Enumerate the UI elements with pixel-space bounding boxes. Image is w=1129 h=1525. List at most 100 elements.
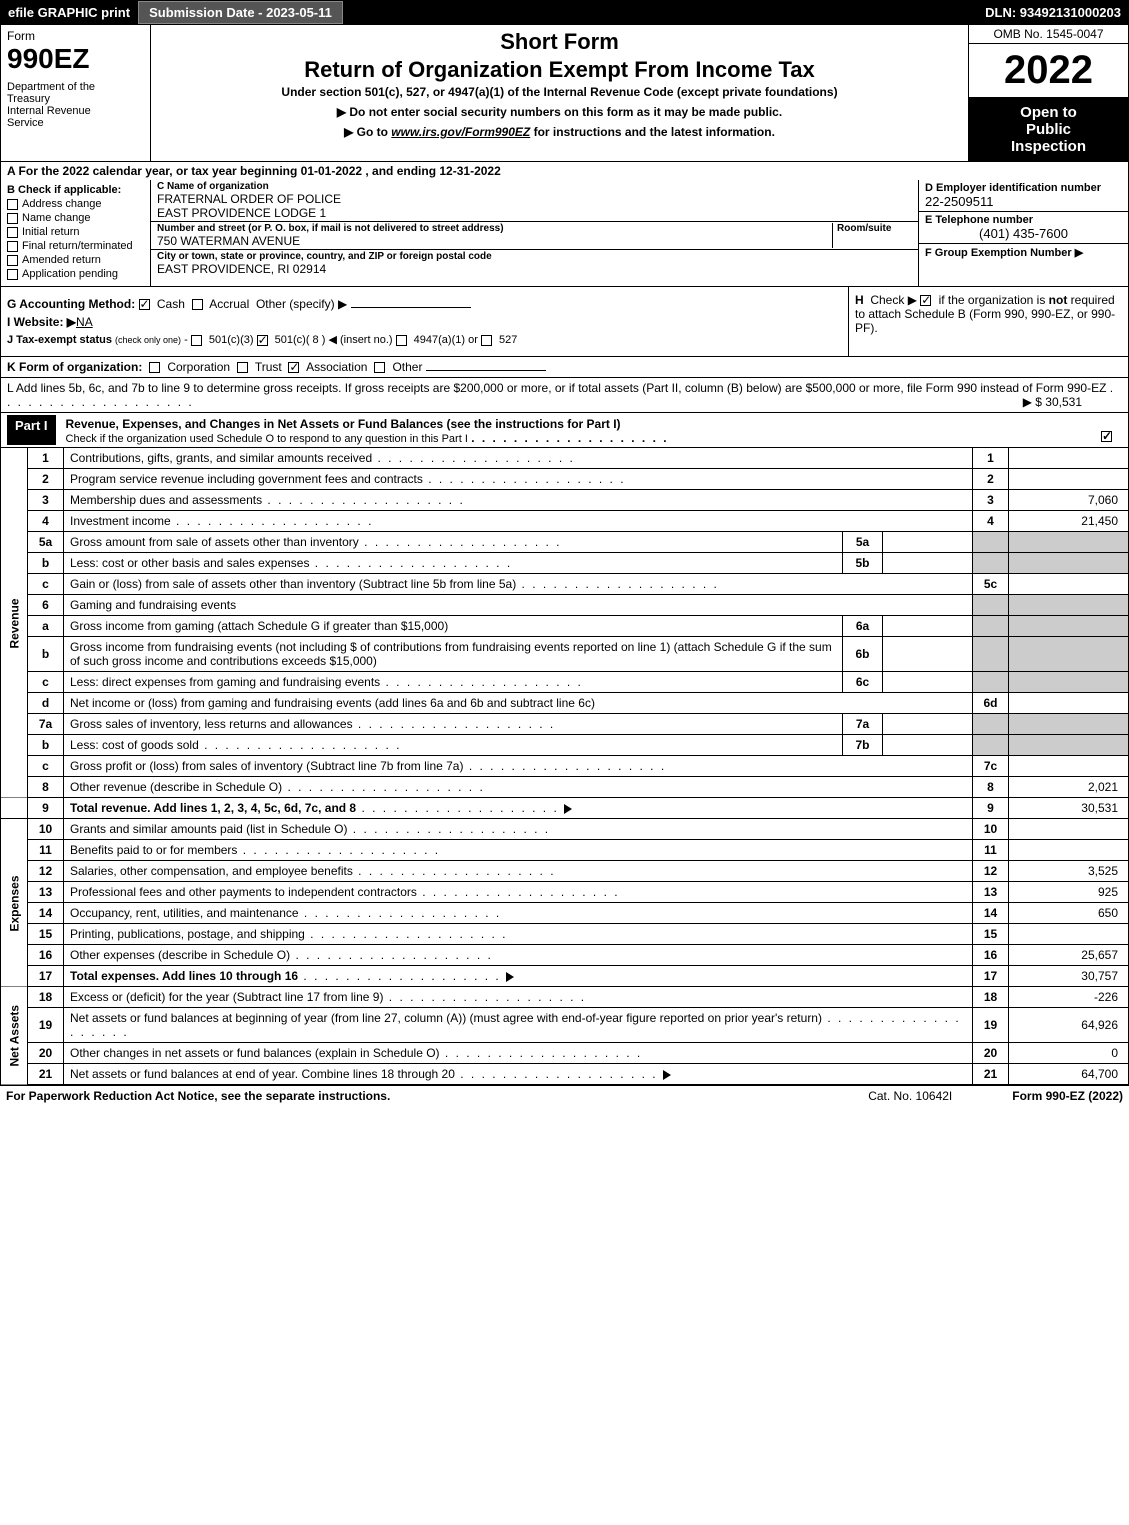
no-ssn-line: ▶ Do not enter social security numbers o… [157, 105, 962, 119]
header-right: OMB No. 1545-0047 2022 Open toPublicInsp… [968, 25, 1128, 161]
table-row: c Gain or (loss) from sale of assets oth… [1, 574, 1129, 595]
header-left: Form 990EZ Department of theTreasuryInte… [1, 25, 151, 161]
chk-address-change[interactable]: Address change [7, 198, 144, 210]
part1-title: Revenue, Expenses, and Changes in Net As… [66, 415, 1122, 445]
checkbox-association[interactable] [288, 362, 299, 373]
table-row: 9 Total revenue. Add lines 1, 2, 3, 4, 5… [1, 798, 1129, 819]
line-i: I Website: ▶NA [7, 315, 842, 329]
table-row: Revenue 1 Contributions, gifts, grants, … [1, 448, 1129, 469]
checkbox-icon[interactable] [7, 199, 18, 210]
table-row: c Gross profit or (loss) from sales of i… [1, 756, 1129, 777]
irs-link[interactable]: www.irs.gov/Form990EZ [391, 125, 530, 139]
goto-line: ▶ Go to www.irs.gov/Form990EZ for instru… [157, 125, 962, 139]
room-label: Room/suite [837, 223, 912, 234]
catalog-number: Cat. No. 10642I [868, 1089, 952, 1103]
checkbox-trust[interactable] [237, 362, 248, 373]
checkbox-501c[interactable] [257, 335, 268, 346]
city-label: City or town, state or province, country… [157, 251, 912, 262]
table-row: a Gross income from gaming (attach Sched… [1, 616, 1129, 637]
part1-label: Part I [7, 415, 56, 445]
other-specify-field[interactable] [351, 307, 471, 308]
revenue-side-label: Revenue [1, 448, 28, 798]
paperwork-notice: For Paperwork Reduction Act Notice, see … [6, 1089, 390, 1103]
section-bcdef: B Check if applicable: Address change Na… [0, 180, 1129, 287]
street-label: Number and street (or P. O. box, if mail… [157, 223, 832, 234]
phone-label: E Telephone number [925, 214, 1122, 226]
return-title: Return of Organization Exempt From Incom… [157, 57, 962, 83]
checkbox-icon[interactable] [7, 213, 18, 224]
net-assets-side-label: Net Assets [1, 987, 28, 1085]
table-row: Net Assets 18 Excess or (deficit) for th… [1, 987, 1129, 1008]
chk-final-return[interactable]: Final return/terminated [7, 240, 144, 252]
checkbox-501c3[interactable] [191, 335, 202, 346]
table-row: 7a Gross sales of inventory, less return… [1, 714, 1129, 735]
table-row: b Gross income from fundraising events (… [1, 637, 1129, 672]
form-reference: Form 990-EZ (2022) [1012, 1089, 1123, 1103]
checkbox-icon[interactable] [7, 269, 18, 280]
checkbox-icon[interactable] [7, 227, 18, 238]
table-row: c Less: direct expenses from gaming and … [1, 672, 1129, 693]
street-address: 750 WATERMAN AVENUE [157, 234, 832, 248]
line-g: G Accounting Method: Cash Accrual Other … [7, 297, 842, 311]
section-b-label: B Check if applicable: [7, 184, 144, 196]
table-row: 15 Printing, publications, postage, and … [1, 924, 1129, 945]
table-row: 4 Investment income 4 21,450 [1, 511, 1129, 532]
checkbox-527[interactable] [481, 335, 492, 346]
section-c: C Name of organization FRATERNAL ORDER O… [151, 180, 918, 286]
table-row: d Net income or (loss) from gaming and f… [1, 693, 1129, 714]
checkbox-schedule-o[interactable] [1101, 431, 1112, 442]
other-org-field[interactable] [426, 370, 546, 371]
line-j: J Tax-exempt status (check only one) - 5… [7, 333, 842, 346]
checkbox-icon[interactable] [7, 255, 18, 266]
checkbox-icon[interactable] [7, 241, 18, 252]
checkbox-accrual[interactable] [192, 299, 203, 310]
under-section: Under section 501(c), 527, or 4947(a)(1)… [157, 85, 962, 99]
line-a: A For the 2022 calendar year, or tax yea… [0, 162, 1129, 180]
table-row: b Less: cost or other basis and sales ex… [1, 553, 1129, 574]
table-row: 13 Professional fees and other payments … [1, 882, 1129, 903]
table-row: 11 Benefits paid to or for members 11 [1, 840, 1129, 861]
table-row: 3 Membership dues and assessments 3 7,06… [1, 490, 1129, 511]
table-row: 14 Occupancy, rent, utilities, and maint… [1, 903, 1129, 924]
department-label: Department of theTreasuryInternal Revenu… [7, 81, 144, 129]
table-row: Expenses 10 Grants and similar amounts p… [1, 819, 1129, 840]
table-row: 17 Total expenses. Add lines 10 through … [1, 966, 1129, 987]
chk-initial-return[interactable]: Initial return [7, 226, 144, 238]
chk-application-pending[interactable]: Application pending [7, 268, 144, 280]
gross-receipts-amount: ▶ $ 30,531 [1023, 395, 1082, 409]
form-number: 990EZ [7, 43, 144, 75]
top-bar: efile GRAPHIC print Submission Date - 20… [0, 0, 1129, 24]
efile-label[interactable]: efile GRAPHIC print [0, 5, 138, 20]
arrow-icon [506, 972, 514, 982]
checkbox-cash[interactable] [139, 299, 150, 310]
section-h: H Check ▶ if the organization is not req… [848, 287, 1128, 356]
section-def: D Employer identification number 22-2509… [918, 180, 1128, 286]
submission-date-button[interactable]: Submission Date - 2023-05-11 [138, 1, 343, 24]
chk-amended-return[interactable]: Amended return [7, 254, 144, 266]
table-row: 12 Salaries, other compensation, and emp… [1, 861, 1129, 882]
expenses-table: Expenses 10 Grants and similar amounts p… [0, 819, 1129, 987]
checkbox-other[interactable] [374, 362, 385, 373]
line-k: K Form of organization: Corporation Trus… [0, 357, 1129, 378]
part1-header: Part I Revenue, Expenses, and Changes in… [0, 413, 1129, 448]
table-row: 20 Other changes in net assets or fund b… [1, 1043, 1129, 1064]
form-header: Form 990EZ Department of theTreasuryInte… [0, 24, 1129, 162]
gh-left: G Accounting Method: Cash Accrual Other … [1, 287, 848, 356]
tax-year: 2022 [969, 44, 1128, 98]
group-exemption-label: F Group Exemption Number ▶ [925, 246, 1122, 259]
checkbox-corporation[interactable] [149, 362, 160, 373]
checkbox-4947[interactable] [396, 335, 407, 346]
revenue-table: Revenue 1 Contributions, gifts, grants, … [0, 448, 1129, 819]
omb-number: OMB No. 1545-0047 [969, 25, 1128, 44]
header-center: Short Form Return of Organization Exempt… [151, 25, 968, 161]
net-assets-table: Net Assets 18 Excess or (deficit) for th… [0, 987, 1129, 1085]
ein-value: 22-2509511 [925, 194, 1122, 209]
chk-name-change[interactable]: Name change [7, 212, 144, 224]
table-row: 16 Other expenses (describe in Schedule … [1, 945, 1129, 966]
arrow-icon [564, 804, 572, 814]
checkbox-schedule-b[interactable] [920, 295, 931, 306]
table-row: 21 Net assets or fund balances at end of… [1, 1064, 1129, 1085]
table-row: 8 Other revenue (describe in Schedule O)… [1, 777, 1129, 798]
ein-label: D Employer identification number [925, 182, 1122, 194]
page-footer: For Paperwork Reduction Act Notice, see … [0, 1085, 1129, 1106]
